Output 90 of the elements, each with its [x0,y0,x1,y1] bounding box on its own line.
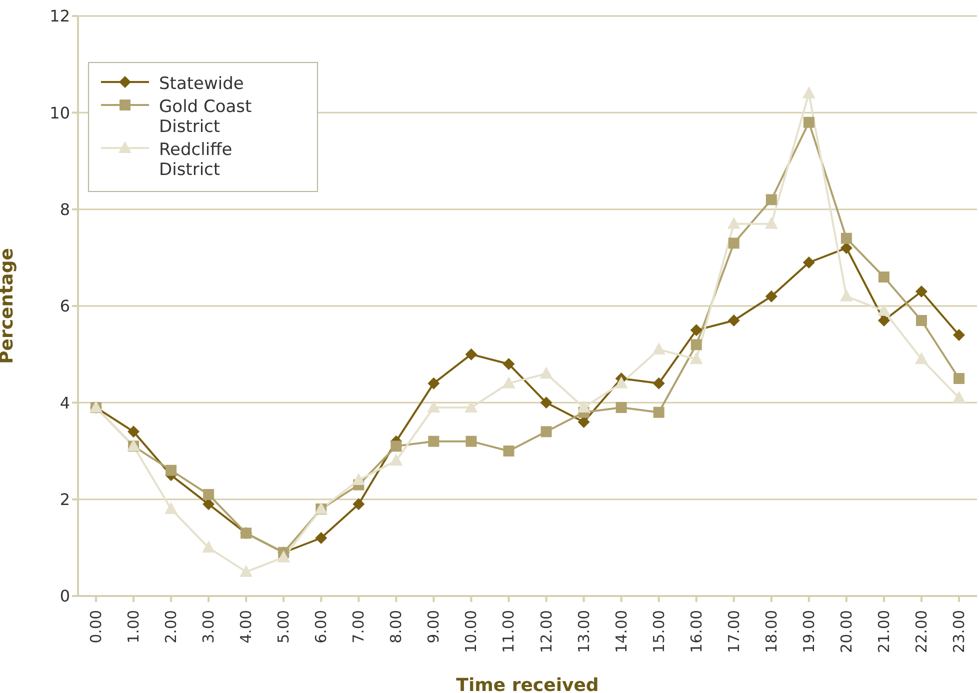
point [277,550,290,562]
point [877,304,890,316]
point [878,272,890,282]
x-tick-label: 17.00 [724,610,743,653]
x-tick-label: 13.00 [574,610,593,653]
point [315,532,328,544]
y-tick-label: 4 [60,393,70,412]
legend-label: Statewide [159,74,245,94]
point [616,402,627,413]
point [128,426,140,438]
point [465,348,478,360]
x-tick-label: 23.00 [950,610,968,653]
point [727,216,740,229]
x-tick-label: 11.00 [500,610,518,653]
point [352,498,365,510]
point [652,377,665,390]
point [766,194,777,206]
point [203,489,214,500]
y-tick-label: 2 [60,490,70,510]
point [652,342,666,354]
point [915,286,928,298]
point [503,446,514,456]
y-tick-label: 12 [50,6,70,26]
x-tick-label: 1.00 [124,610,143,644]
point [840,232,852,244]
point [954,373,964,384]
x-tick-label: 14.00 [612,610,630,653]
point [502,358,515,370]
x-tick-label: 18.00 [762,610,780,653]
point [352,473,366,485]
x-tick-label: 2.00 [162,610,180,644]
x-tick-label: 8.00 [387,610,406,644]
x-tick-label: 3.00 [200,610,218,644]
x-tick-label: 16.00 [687,610,706,653]
point [502,376,516,388]
point [202,540,216,553]
point [428,436,440,447]
point [578,416,590,428]
legend-label: Redcliffe District [159,140,234,180]
x-tick-label: 6.00 [312,610,330,644]
x-tick-label: 7.00 [350,610,368,644]
point [916,315,927,326]
x-tick-label: 20.00 [837,610,856,653]
x-tick-label: 5.00 [274,610,293,644]
y-tick-label: 6 [60,296,70,316]
x-tick-label: 0.00 [87,610,105,644]
point [540,426,552,438]
point [953,329,965,341]
point [166,464,177,476]
point [802,256,815,268]
y-tick-label: 8 [60,200,70,220]
x-tick-label: 15.00 [650,610,668,653]
x-tick-label: 22.00 [912,610,930,653]
point [390,440,402,452]
point [914,352,928,364]
x-tick-label: 21.00 [874,610,893,653]
point [466,436,477,447]
point [390,454,403,466]
point [540,396,552,409]
point [577,400,590,412]
x-tick-label: 19.00 [800,610,818,653]
point [728,314,740,326]
point [464,400,478,412]
point [653,406,664,418]
y-tick-label: 0 [60,586,70,606]
point [765,290,778,302]
point [240,564,253,577]
point [164,502,178,514]
y-tick-label: 10 [50,103,70,122]
point [802,86,816,98]
point [690,352,703,364]
point [952,390,966,403]
point [878,314,890,326]
point [764,216,778,229]
point [840,242,852,254]
x-tick-label: 12.00 [537,610,556,653]
point [428,377,440,390]
point [690,324,702,336]
legend-label: Gold Coast District [159,97,253,137]
x-axis-title: Time received [456,675,599,693]
point [803,116,814,128]
point [614,376,628,388]
point [427,400,440,412]
point [690,339,702,350]
x-tick-label: 9.00 [424,610,443,644]
x-tick-label: 4.00 [237,610,256,644]
x-tick-label: 10.00 [462,610,480,653]
point [540,366,553,379]
point [728,238,740,249]
point [840,289,853,302]
